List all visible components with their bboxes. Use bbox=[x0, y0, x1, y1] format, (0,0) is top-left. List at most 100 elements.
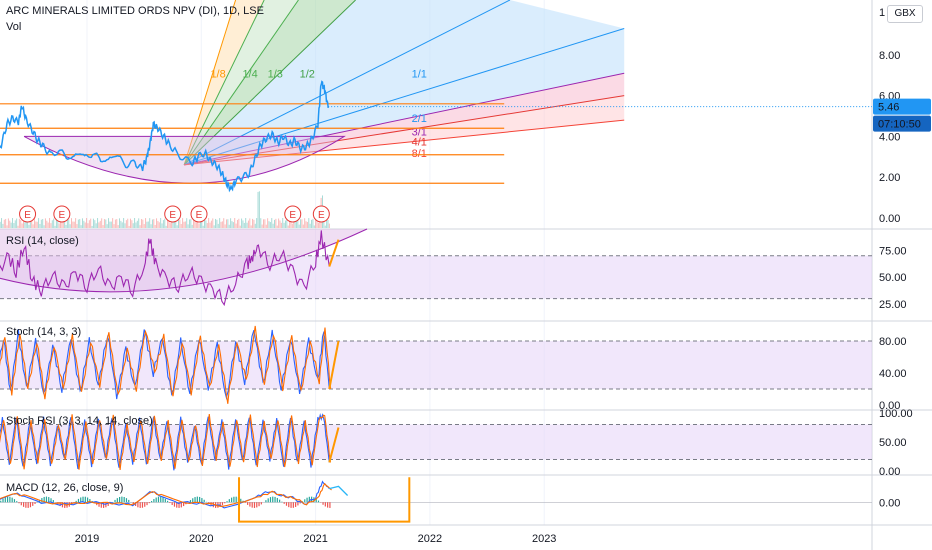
volume-bar bbox=[136, 220, 138, 228]
macd-hist-bar bbox=[0, 500, 2, 503]
volume-bar bbox=[138, 218, 140, 228]
fan-line-0 bbox=[183, 0, 237, 166]
volume-bar bbox=[66, 219, 68, 228]
volume-bar bbox=[18, 218, 20, 228]
fan-line-2 bbox=[183, 0, 299, 166]
indicator-0-tick-0: 75.00 bbox=[879, 245, 907, 257]
volume-bar bbox=[280, 222, 282, 228]
volume-bar bbox=[234, 218, 236, 228]
macd-hist-bar bbox=[20, 502, 22, 506]
macd-hist-bar bbox=[160, 496, 162, 503]
volume-bar bbox=[5, 218, 7, 228]
volume-bar bbox=[142, 219, 144, 228]
volume-bar bbox=[243, 222, 245, 228]
volume-bar bbox=[306, 221, 308, 228]
macd-hist-bar bbox=[9, 496, 11, 503]
volume-bar bbox=[249, 218, 251, 228]
macd-hist-bar bbox=[189, 500, 192, 503]
earnings-marker-1[interactable]: E bbox=[53, 205, 71, 223]
earnings-marker-5[interactable]: E bbox=[312, 205, 330, 223]
countdown-badge-text: 07:10:50 bbox=[878, 119, 921, 131]
volume-bar bbox=[241, 218, 243, 228]
volume-bar bbox=[57, 220, 59, 228]
volume-bar bbox=[246, 222, 248, 228]
indicator-2-tick-2: 0.00 bbox=[879, 466, 900, 478]
volume-bar bbox=[16, 218, 18, 228]
price-tick-4: 0.00 bbox=[879, 213, 900, 225]
macd-hist-bar bbox=[249, 502, 251, 507]
volume-bar bbox=[36, 221, 38, 228]
volume-bar bbox=[158, 222, 160, 228]
volume-bar bbox=[139, 225, 141, 228]
macd-hist-bar bbox=[27, 502, 29, 508]
volume-bar bbox=[235, 223, 237, 228]
currency-button[interactable]: GBX bbox=[887, 5, 923, 23]
volume-bar bbox=[176, 225, 178, 228]
macd-signal-line bbox=[0, 482, 332, 507]
volume-bar bbox=[39, 223, 41, 228]
earnings-marker-3[interactable]: E bbox=[190, 205, 208, 223]
macd-hist-bar bbox=[265, 500, 267, 503]
fan-label-6: 3/1 bbox=[412, 126, 427, 138]
earnings-marker-2[interactable]: E bbox=[164, 205, 182, 223]
volume-bar bbox=[286, 218, 288, 228]
macd-hist-bar bbox=[306, 497, 308, 503]
macd-hist-bar bbox=[244, 502, 246, 503]
volume-bar bbox=[225, 219, 227, 228]
macd-hist-bar bbox=[114, 499, 116, 503]
macd-hist-bar bbox=[258, 502, 260, 507]
macd-hist-bar bbox=[240, 498, 242, 503]
volume-bar bbox=[278, 218, 280, 228]
volume-bar bbox=[269, 222, 271, 228]
earnings-marker-0[interactable]: E bbox=[19, 205, 37, 223]
macd-hist-bar bbox=[121, 496, 123, 503]
symbol-title[interactable]: ARC MINERALS LIMITED ORDS NPV (DI), 1D, … bbox=[6, 5, 264, 17]
volume-bar bbox=[154, 224, 156, 228]
earnings-marker-4[interactable]: E bbox=[284, 205, 302, 223]
macd-hist-bar bbox=[22, 502, 25, 507]
volume-bar bbox=[127, 218, 129, 228]
macd-hist-bar bbox=[105, 502, 107, 508]
macd-hist-bar bbox=[48, 497, 50, 503]
volume-bar bbox=[49, 218, 51, 228]
last-price-badge-text: 5.46 bbox=[878, 102, 899, 114]
volume-bar bbox=[250, 225, 252, 228]
macd-hist-bar bbox=[292, 502, 294, 508]
volume-bar bbox=[33, 218, 35, 228]
macd-hist-bar bbox=[98, 502, 100, 507]
volume-bar bbox=[175, 218, 177, 228]
stoch-d-line bbox=[0, 325, 332, 404]
macd-hist-bar bbox=[283, 502, 285, 504]
volume-bar bbox=[84, 222, 86, 228]
volume-bar bbox=[263, 219, 265, 228]
volume-bar bbox=[83, 220, 85, 228]
volume-bar bbox=[25, 221, 27, 228]
macd-hist-bar bbox=[247, 502, 249, 505]
macd-hist-bar bbox=[276, 497, 278, 503]
volume-bar bbox=[232, 222, 234, 228]
volume-bar bbox=[209, 222, 211, 228]
macd-hist-bar bbox=[194, 497, 196, 503]
volume-bar bbox=[88, 220, 90, 228]
volume-bar bbox=[94, 220, 96, 228]
volume-bar bbox=[134, 218, 136, 228]
price-line bbox=[0, 80, 329, 193]
price-tick-0: 8.00 bbox=[879, 50, 900, 62]
macd-hist-bar bbox=[269, 497, 272, 503]
volume-bar bbox=[17, 225, 19, 228]
macd-hist-bar bbox=[253, 502, 256, 508]
volume-bar bbox=[210, 220, 212, 228]
volume-bar bbox=[247, 220, 249, 228]
macd-hist-bar bbox=[199, 496, 201, 503]
volume-bar bbox=[193, 218, 195, 228]
volume-bar bbox=[42, 218, 44, 228]
indicator-title-0: RSI (14, close) bbox=[6, 235, 79, 247]
volume-bar bbox=[73, 221, 75, 228]
macd-hist-bar bbox=[288, 502, 290, 508]
macd-hist-bar bbox=[50, 498, 52, 503]
macd-hist-bar bbox=[18, 502, 20, 504]
macd-hist-bar bbox=[274, 496, 276, 503]
macd-hist-bar bbox=[297, 502, 299, 506]
volume-bar bbox=[76, 224, 78, 228]
